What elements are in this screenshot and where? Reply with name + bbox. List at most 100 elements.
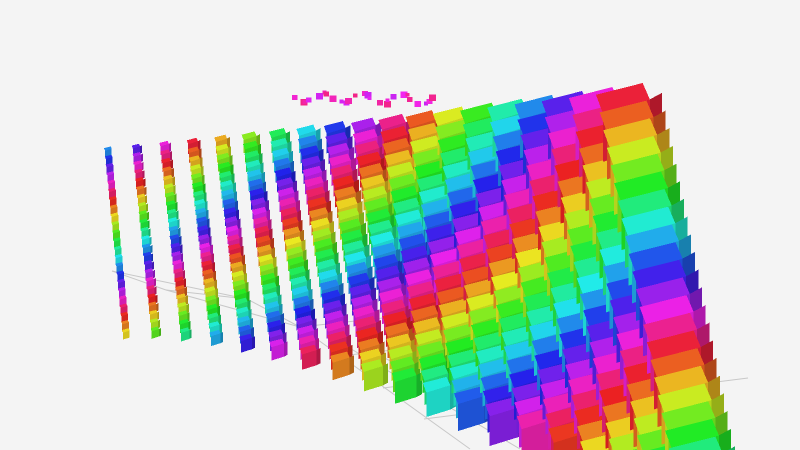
cube-face-top	[345, 261, 368, 275]
cube-face-top	[610, 153, 665, 185]
cube-face-top	[255, 235, 271, 244]
cube-face-top	[333, 186, 356, 199]
cube-face-top	[219, 179, 233, 188]
top-marker	[429, 94, 436, 101]
cube-face-top	[108, 196, 117, 201]
cube-face-top	[195, 207, 207, 215]
cube-face-top	[614, 171, 668, 203]
cube-face-side	[140, 145, 142, 154]
cube-face-top	[106, 171, 115, 176]
cube-face-side	[172, 176, 175, 187]
cube-face-front	[210, 333, 221, 347]
cube-face-top	[110, 212, 119, 217]
top-marker	[345, 97, 352, 105]
cube-face-top	[418, 353, 447, 369]
cube-face-side	[208, 227, 211, 239]
cube-face-top	[416, 341, 445, 357]
cube-face-side	[152, 261, 154, 271]
top-marker	[364, 92, 372, 99]
cube-face-top	[435, 119, 469, 139]
cube-face-top	[650, 348, 705, 380]
cube-face-top	[408, 293, 437, 309]
cube-face-top	[173, 268, 183, 274]
cube-face-top	[171, 251, 181, 257]
cube-face-top	[482, 384, 517, 404]
cube-face-top	[190, 172, 202, 180]
cube-face-top	[617, 189, 672, 220]
cube-face-front	[271, 343, 285, 361]
cube-face-top	[384, 149, 412, 166]
cube-face-top	[330, 164, 353, 177]
cube-face-top	[133, 160, 142, 166]
cube-face-top	[444, 172, 479, 192]
cube-face-top	[485, 397, 519, 417]
cube-face-top	[308, 207, 329, 219]
cube-face-top	[163, 183, 174, 189]
cube-face-top	[665, 418, 719, 450]
cube-face-side	[145, 195, 148, 204]
cube-face-side	[188, 320, 191, 331]
cube-face-top	[207, 312, 219, 319]
cube-face-top	[599, 100, 654, 132]
cube-face-top	[206, 303, 218, 311]
cube-face-top	[456, 238, 491, 258]
cube-face-top	[299, 145, 319, 157]
cube-face-top	[284, 236, 302, 247]
cube-face-side	[168, 142, 171, 153]
cube-face-top	[360, 174, 385, 189]
cube-face-top	[137, 201, 147, 207]
cube-face-top	[463, 278, 498, 298]
cube-face-top	[420, 364, 449, 381]
cube-face-top	[216, 152, 230, 161]
cube-face-side	[181, 261, 185, 271]
cube-face-top	[405, 110, 436, 128]
cube-face-top	[421, 198, 452, 216]
cube-face-top	[596, 83, 650, 114]
cube-face-top	[235, 306, 249, 315]
cube-face-top	[299, 344, 317, 355]
cube-face-top	[466, 291, 500, 311]
cube-face-top	[254, 225, 270, 235]
cube-face-top	[382, 310, 408, 325]
cube-face-top	[378, 288, 404, 303]
cube-face-top	[352, 128, 378, 144]
cube-face-side	[183, 278, 186, 288]
cube-face-side	[158, 319, 161, 329]
cube-face-front	[489, 407, 519, 446]
cube-face-side	[209, 235, 212, 248]
cube-face-top	[241, 131, 257, 140]
cube-face-top	[375, 265, 400, 280]
cube-face-top	[490, 113, 530, 137]
cube-face-top	[258, 253, 273, 263]
cube-face-top	[414, 160, 445, 178]
cube-face-top	[280, 206, 298, 217]
cube-face-side	[198, 148, 202, 160]
cube-face-side	[170, 159, 173, 170]
cube-face-top	[354, 140, 380, 155]
cube-face-side	[218, 314, 221, 326]
cube-face-top	[175, 285, 185, 291]
cube-face-side	[149, 236, 152, 246]
cube-face-top	[412, 317, 441, 333]
top-marker	[315, 93, 323, 100]
cube-face-top	[225, 225, 239, 233]
cube-face-top	[104, 146, 112, 151]
cube-face-top	[176, 293, 186, 299]
cube-face-front	[426, 385, 451, 417]
cube-face-top	[297, 134, 318, 147]
cube-face-top	[160, 149, 170, 155]
cube-face-top	[197, 225, 209, 232]
cube-face-side	[382, 363, 388, 386]
cube-face-top	[221, 189, 234, 197]
cube-face-top	[461, 265, 495, 285]
cube-face-top	[118, 295, 127, 300]
cube-face-top	[142, 243, 151, 249]
cube-face-side	[197, 139, 201, 152]
cube-face-top	[327, 330, 347, 343]
cube-face-side	[153, 278, 156, 287]
cube-face-side	[199, 157, 203, 169]
cube-face-top	[296, 325, 314, 335]
voxel-cube	[166, 208, 179, 223]
cube-face-top	[625, 224, 679, 256]
cube-face-top	[249, 187, 265, 197]
